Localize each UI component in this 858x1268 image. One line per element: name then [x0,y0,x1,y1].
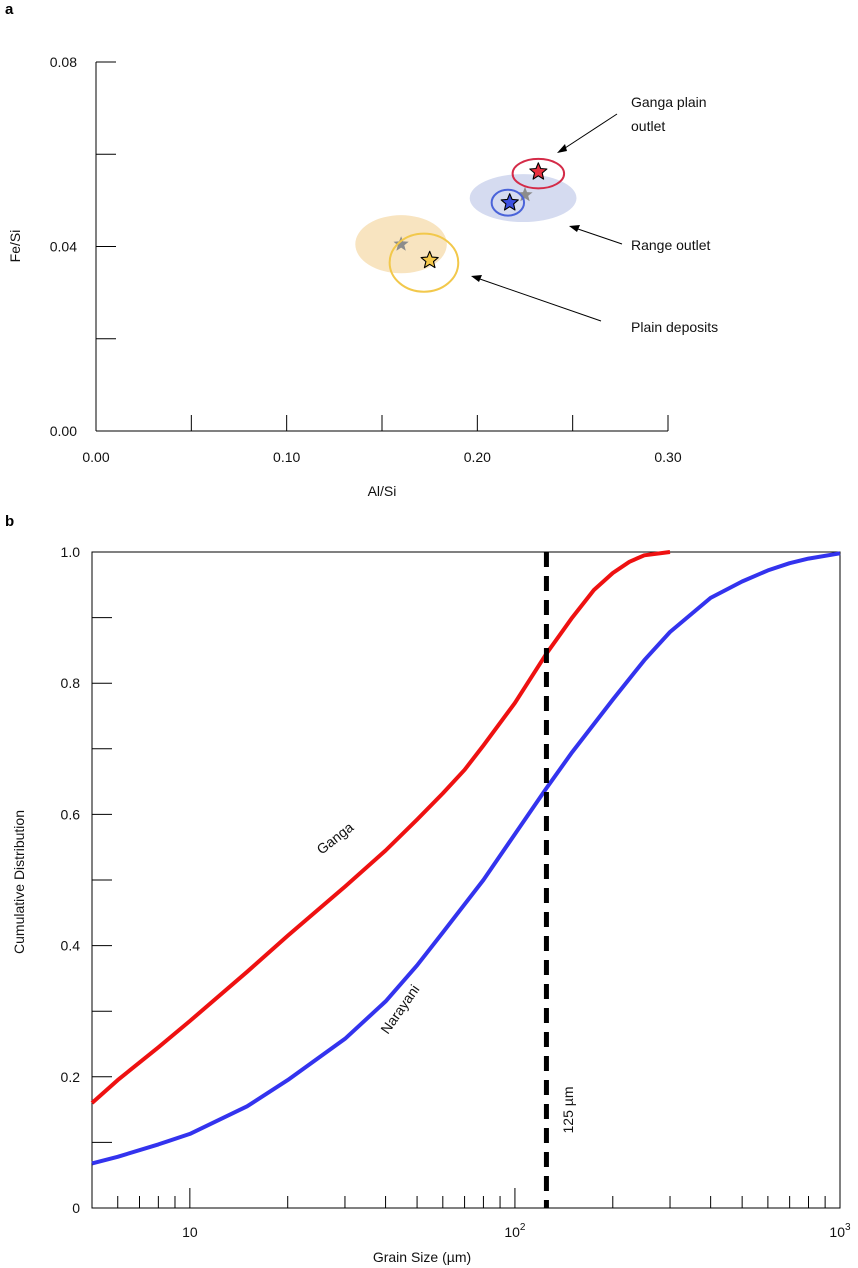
plain-deposits-star [420,250,439,269]
arrow-plain-deposits [476,277,602,322]
panel-b-line-chart: 0 0.2 0.4 0.6 0.8 1.0 10 102 103 Grain Size (µm)… [11,544,851,1265]
panel-b-y-axis-label: Cumulative Distribution [11,810,27,954]
panel-b-x-axis-label: Grain Size (µm) [373,1249,471,1265]
panel-a-x-tick-label: 0.30 [654,449,681,465]
arrowhead-plain-deposits [471,275,482,282]
series-label-ganga: Ganga [313,819,356,858]
panel-a-y-tick-label: 0.00 [50,423,77,439]
panel-b-y-tick-label: 0.6 [61,806,81,822]
panel-a-x-tick-label: 0.00 [82,449,109,465]
arrowhead-range-outlet [569,225,580,232]
arrowhead-ganga-plain-outlet [557,144,567,153]
panel-a-y-axis-label: Fe/Si [7,230,23,263]
panel-a-y-tick-label: 0.08 [50,54,77,70]
panel-b-y-tick-label: 0.2 [61,1069,81,1085]
panel-b-x-tick-label: 103 [829,1222,851,1240]
annotation-ganga-plain-outlet-line1: Ganga plain [631,94,707,110]
panel-b-y-tick-label: 1.0 [61,544,81,560]
panel-a-x-axis-label: Al/Si [368,483,397,499]
panel-a-letter: a [5,1,14,18]
panel-b-letter: b [5,513,14,530]
panel-b-y-tick-label: 0.8 [61,675,81,691]
panel-a-scatter-plot: 0.00 0.10 0.20 0.30 0.00 0.04 0.08 Ganga plain… [7,54,718,499]
panel-a-marks [388,157,566,293]
series-line-narayani [91,551,841,1166]
panel-b-x-tick-label: 102 [504,1222,526,1240]
range-outlet-ellipse [490,188,526,217]
series-line-ganga [90,550,671,1105]
ganga-plain-outlet-ellipse [511,157,566,190]
panel-b-y-tick-label: 0 [72,1200,80,1216]
panel-a-annotations: Ganga plain outlet Range outlet Plain de… [471,94,718,335]
panel-a-x-tick-label: 0.20 [464,449,491,465]
threshold-label: 125 µm [560,1087,576,1134]
plain-deposits-ellipse [388,232,460,293]
panel-a-y-tick-label: 0.04 [50,239,77,255]
panel-a-x-tick-label: 0.10 [273,449,300,465]
panel-b-y-tick-label: 0.4 [61,938,81,954]
panel-b-series [90,550,841,1166]
panel-b-plot-frame [91,551,841,1209]
series-label-narayani: Narayani [377,982,422,1037]
plain-deposits-mean-star [393,236,409,251]
panel-a-ticks: 0.00 0.10 0.20 0.30 0.00 0.04 0.08 [50,54,682,465]
panel-b-ticks: 0 0.2 0.4 0.6 0.8 1.0 10 102 103 [61,544,851,1240]
annotation-ganga-plain-outlet-line2: outlet [631,118,665,134]
annotation-plain-deposits: Plain deposits [631,319,718,335]
ganga-plain-outlet-star [529,162,548,180]
range-outlet-mean-star [517,186,533,202]
arrow-range-outlet [574,227,623,245]
annotation-range-outlet: Range outlet [631,237,711,253]
range-outlet-star [500,193,519,211]
panel-b-x-tick-label: 10 [182,1224,198,1240]
arrow-ganga-plain-outlet [561,113,618,151]
